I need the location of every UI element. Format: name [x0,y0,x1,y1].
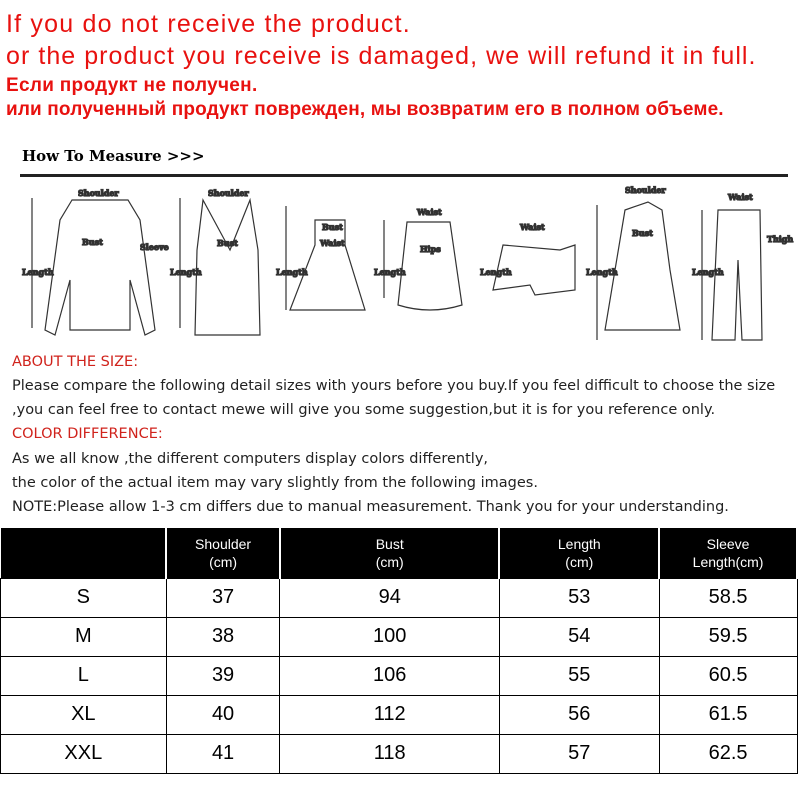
table-cell: 57 [498,733,660,774]
label: Shoulder [78,188,119,198]
notice-line-1: If you do not receive the product. [6,10,411,38]
table-cell: 61.5 [658,694,798,735]
label: Length [170,267,202,277]
color-text-1: As we all know ,the different computers … [12,451,489,467]
table-cell: 53 [498,577,660,618]
label: Length [276,267,308,277]
table-header-row: Shoulder (cm) Bust (cm) Length (cm) Slee… [0,528,798,578]
measure-diagrams: Shoulder Bust Sleeve Length Shoulder Bus… [21,184,794,341]
label: Waist [416,207,442,217]
notice-line-2: or the product you receive is damaged, w… [6,42,757,70]
table-cell: 41 [165,733,281,774]
table-cell: L [0,655,167,696]
label: Waist [727,192,753,202]
table-row: XXL 41 118 57 62.5 [0,733,798,774]
table-cell: XXL [0,733,167,774]
blouse-diagram: Shoulder Bust Sleeve Length [21,187,169,336]
color-difference-heading: COLOR DIFFERENCE: [12,426,163,442]
label: Bust [82,237,103,247]
label: Waist [519,222,545,232]
top-diagram: Shoulder Bust Length [169,187,261,336]
label: Bust [217,238,238,248]
divider [20,174,788,177]
dress-diagram: Bust Waist Length [275,206,366,311]
note-text: NOTE:Please allow 1-3 cm differs due to … [12,499,729,515]
table-cell: 100 [279,616,500,657]
table-row: M 38 100 54 59.5 [0,616,798,657]
label: Sleeve [140,242,169,252]
table-cell: 39 [165,655,281,696]
about-size-text-2: ,you can feel free to contact mewe will … [12,402,716,418]
table-cell: 59.5 [658,616,798,657]
table-cell: 56 [498,694,660,735]
color-text-2: the color of the actual item may vary sl… [12,475,538,491]
label: Thigh [767,234,793,244]
how-to-measure-title: How To Measure >>> [22,147,205,165]
table-cell: 54 [498,616,660,657]
header-length: Length (cm) [499,528,661,578]
notice-line-3: Если продукт не получен. [6,75,258,96]
table-cell: 58.5 [658,577,798,618]
label: Length [692,267,724,277]
table-cell: XL [0,694,167,735]
table-cell: 55 [498,655,660,696]
table-row: L 39 106 55 60.5 [0,655,798,696]
table-cell: 118 [279,733,500,774]
notice-line-4: или полученный продукт поврежден, мы воз… [6,99,724,120]
table-cell: 40 [165,694,281,735]
table-cell: M [0,616,167,657]
label: Bust [632,228,653,238]
about-size-heading: ABOUT THE SIZE: [12,354,139,370]
coat-diagram: Shoulder Bust Length [585,184,681,340]
table-cell: 94 [279,577,500,618]
label: Length [480,267,512,277]
pants-diagram: Waist Thigh Length [691,191,794,341]
header-bust: Bust (cm) [279,528,501,578]
header-size [0,528,168,578]
table-cell: S [0,577,167,618]
label: Shoulder [208,188,249,198]
table-cell: 112 [279,694,500,735]
label: Waist [319,238,345,248]
about-size-text-1: Please compare the following detail size… [12,378,776,394]
header-sleeve: Sleeve Length(cm) [659,528,798,578]
label: Length [22,267,54,277]
label: Length [586,267,618,277]
header-shoulder: Shoulder (cm) [166,528,281,578]
table-row: XL 40 112 56 61.5 [0,694,798,735]
shorts-diagram: Waist Length [479,221,576,296]
size-table: Shoulder (cm) Bust (cm) Length (cm) Slee… [0,528,798,774]
table-cell: 37 [165,577,281,618]
table-cell: 60.5 [658,655,798,696]
label: Length [374,267,406,277]
table-cell: 38 [165,616,281,657]
skirt-diagram: Waist Hips Length [373,206,463,311]
table-row: S 37 94 53 58.5 [0,577,798,618]
table-cell: 62.5 [658,733,798,774]
label: Hips [420,244,441,254]
label: Shoulder [625,185,666,195]
table-cell: 106 [279,655,500,696]
label: Bust [322,222,343,232]
